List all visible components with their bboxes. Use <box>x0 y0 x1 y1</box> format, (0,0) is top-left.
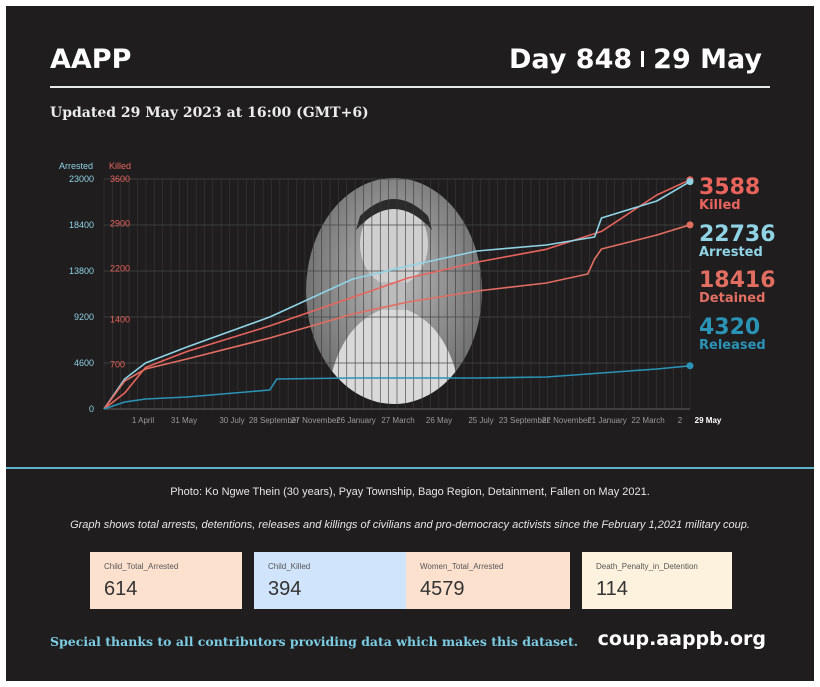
x-tick-label: 27 March <box>381 416 414 425</box>
series-end-point-detained <box>686 221 694 229</box>
x-tick-label: 25 July <box>468 416 493 425</box>
stat-child-total-arrested: Child_Total_Arrested 614 <box>90 552 242 609</box>
stat-label: Child_Killed <box>268 562 311 571</box>
y-tick-killed: 700 <box>110 359 125 369</box>
separator-bar <box>641 51 645 67</box>
y-tick-arrested: 4600 <box>74 358 94 368</box>
stat-value: 4579 <box>420 578 465 600</box>
y-tick-arrested: 13800 <box>69 266 94 276</box>
x-tick-label: 21 January <box>587 416 627 425</box>
series-lines <box>103 176 694 410</box>
x-end-label: 29 May <box>695 416 722 425</box>
end-label-released: Released <box>699 338 766 353</box>
stat-value: 394 <box>268 578 302 600</box>
end-value-detained: 18416 <box>699 268 776 293</box>
x-tick-label: 27 November <box>291 416 339 425</box>
end-value-killed: 3588 <box>699 175 760 200</box>
x-tick-label: 26 May <box>426 416 452 425</box>
y-axis-ticks: 23000 18400 13800 9200 4600 0 3600 2900 2200 1400… <box>69 174 130 414</box>
x-tick-label: 1 April <box>132 416 154 425</box>
x-tick-label: 28 September <box>249 416 300 425</box>
end-label-killed: Killed <box>699 198 741 213</box>
y-tick-killed: 2200 <box>110 263 130 273</box>
series-line-released <box>103 365 691 410</box>
graph-description: Graph shows total arrests, detentions, r… <box>70 519 750 531</box>
day-date: 29 May <box>653 44 762 75</box>
y-tick-arrested: 23000 <box>69 174 94 184</box>
y-tick-arrested: 0 <box>89 404 94 414</box>
x-tick-label: 23 September <box>499 416 550 425</box>
end-label-arrested: Arrested <box>699 245 763 260</box>
x-tick-label: 30 July <box>219 416 244 425</box>
y-tick-arrested: 9200 <box>74 312 94 322</box>
x-tick-label: 22 March <box>631 416 664 425</box>
stat-women-total-arrested: Women_Total_Arrested 4579 <box>406 552 570 609</box>
header-rule <box>50 86 770 88</box>
thanks-note: Special thanks to all contributors provi… <box>50 634 579 649</box>
x-tick-label: 22 November <box>542 416 590 425</box>
stat-label: Women_Total_Arrested <box>420 562 504 571</box>
series-end-point-released <box>686 362 694 370</box>
series-end-point-arrested <box>686 178 694 186</box>
end-value-released: 4320 <box>699 315 760 340</box>
axis-title-killed: Killed <box>109 161 131 171</box>
updated-timestamp: Updated 29 May 2023 at 16:00 (GMT+6) <box>50 105 369 121</box>
stat-value: 614 <box>104 578 138 600</box>
x-tick-label: 2 <box>678 416 683 425</box>
y-tick-arrested: 18400 <box>69 220 94 230</box>
chart-grid <box>103 178 691 410</box>
day-number: Day 848 <box>508 44 633 75</box>
stat-value: 114 <box>596 578 628 600</box>
end-label-detained: Detained <box>699 291 765 306</box>
day-counter: Day 848 29 May <box>509 44 762 75</box>
stat-death-penalty-in-detention: Death_Penalty_in_Detention 114 <box>582 552 732 609</box>
stat-label: Death_Penalty_in_Detention <box>596 562 698 571</box>
infographic-card: AAPP Day 848 29 May Updated 29 May 2023 a… <box>6 6 814 681</box>
line-chart: Arrested Killed 23000 18400 13800 9200 4600 0… <box>59 161 776 425</box>
y-tick-killed: 2900 <box>110 219 130 229</box>
section-divider <box>6 467 814 469</box>
x-tick-label: 31 May <box>171 416 197 425</box>
y-tick-killed: 1400 <box>110 315 130 325</box>
brand-title: AAPP <box>50 44 132 75</box>
photo-caption: Photo: Ko Ngwe Thein (30 years), Pyay To… <box>170 486 650 498</box>
site-url[interactable]: coup.aappb.org <box>597 628 766 650</box>
portrait-photo <box>306 178 482 404</box>
series-line-arrested <box>103 180 691 410</box>
series-line-detained <box>103 224 691 410</box>
axis-title-arrested: Arrested <box>59 161 93 171</box>
stat-label: Child_Total_Arrested <box>104 562 179 571</box>
x-tick-label: 26 January <box>336 416 376 425</box>
end-value-arrested: 22736 <box>699 222 776 247</box>
y-tick-killed: 3600 <box>110 174 130 184</box>
portrait-silhouette-icon <box>326 199 462 404</box>
stat-child-killed: Child_Killed 394 <box>254 552 406 609</box>
